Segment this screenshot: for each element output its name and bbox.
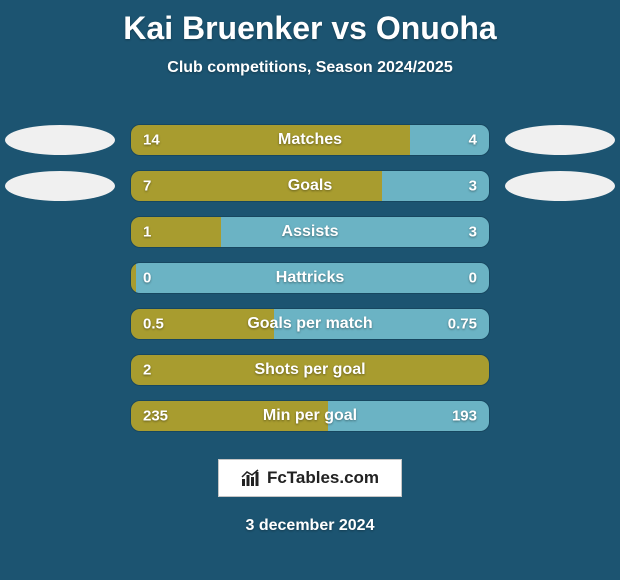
stat-value-left: 0.5 <box>143 316 164 333</box>
brand-badge: FcTables.com <box>218 459 402 497</box>
stat-row: 0.5 0.75 Goals per match <box>0 301 620 347</box>
stat-value-left: 1 <box>143 224 151 241</box>
stat-label: Goals per match <box>247 315 372 333</box>
stat-label: Min per goal <box>263 407 357 425</box>
stat-label: Shots per goal <box>254 361 365 379</box>
footer-date: 3 december 2024 <box>246 517 375 535</box>
stat-value-right: 0 <box>469 270 477 287</box>
stat-value-right: 4 <box>469 132 477 149</box>
player-left-ellipse <box>5 171 115 201</box>
stat-bar: 0 0 Hattricks <box>130 262 490 294</box>
stat-label: Assists <box>282 223 339 241</box>
stat-value-right: 3 <box>469 224 477 241</box>
stat-row: 14 4 Matches <box>0 117 620 163</box>
stat-value-left: 235 <box>143 408 168 425</box>
stat-value-right: 3 <box>469 178 477 195</box>
stat-value-left: 0 <box>143 270 151 287</box>
stat-value-left: 2 <box>143 362 151 379</box>
stat-label: Hattricks <box>276 269 344 287</box>
player-left-ellipse <box>5 125 115 155</box>
comparison-infographic: Kai Bruenker vs Onuoha Club competitions… <box>0 0 620 580</box>
chart-icon <box>241 469 261 487</box>
stat-bar: 235 193 Min per goal <box>130 400 490 432</box>
bar-fill-right <box>221 217 490 247</box>
stat-row: 235 193 Min per goal <box>0 393 620 439</box>
bar-fill-right <box>410 125 489 155</box>
stat-bar: 1 3 Assists <box>130 216 490 248</box>
stat-label: Matches <box>278 131 342 149</box>
stat-value-left: 7 <box>143 178 151 195</box>
stat-bar: 2 Shots per goal <box>130 354 490 386</box>
stat-label: Goals <box>288 177 332 195</box>
bar-fill-left <box>131 171 382 201</box>
stats-chart: 14 4 Matches 7 3 Goals 1 3 Assists 0 0 Hattricks 0.5… <box>0 117 620 439</box>
bar-fill-left <box>131 125 410 155</box>
stat-value-right: 0.75 <box>448 316 477 333</box>
brand-text: FcTables.com <box>267 468 379 488</box>
stat-value-left: 14 <box>143 132 160 149</box>
player-right-ellipse <box>505 125 615 155</box>
stat-bar: 14 4 Matches <box>130 124 490 156</box>
stat-row: 1 3 Assists <box>0 209 620 255</box>
stat-value-right: 193 <box>452 408 477 425</box>
page-subtitle: Club competitions, Season 2024/2025 <box>167 59 452 77</box>
stat-row: 2 Shots per goal <box>0 347 620 393</box>
stat-row: 0 0 Hattricks <box>0 255 620 301</box>
player-right-ellipse <box>505 171 615 201</box>
stat-row: 7 3 Goals <box>0 163 620 209</box>
stat-bar: 7 3 Goals <box>130 170 490 202</box>
stat-bar: 0.5 0.75 Goals per match <box>130 308 490 340</box>
page-title: Kai Bruenker vs Onuoha <box>123 10 496 47</box>
